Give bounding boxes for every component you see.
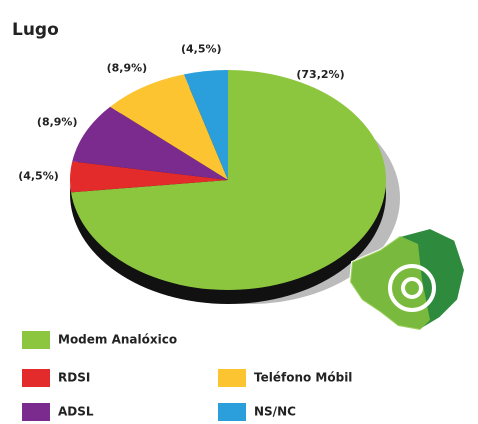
map-icon [348,226,467,332]
pie-slice [71,70,387,290]
pie-slice [183,70,228,180]
legend-swatch [22,331,50,349]
legend: Modem Analóxico RDSI ADSL Teléfono Móbil NS/… [22,331,352,421]
pie-slice [70,161,228,193]
legend-swatch [22,369,50,387]
chart-title: Lugo [12,20,59,40]
data-label: (4,5%) [18,169,59,182]
legend-swatch [22,403,50,421]
pie-slice [110,74,228,180]
data-label: (8,9%) [37,116,78,129]
legend-label: ADSL [58,405,94,419]
legend-swatch [218,369,246,387]
legend-swatch [218,403,246,421]
legend-label: RDSI [58,371,90,385]
data-label: (4,5%) [181,42,222,55]
legend-label: Modem Analóxico [58,333,177,347]
pie [70,70,387,290]
pie-slice [72,106,228,180]
legend-label: Teléfono Móbil [254,371,352,385]
legend-label: NS/NC [254,405,296,419]
data-label: (73,2%) [296,68,344,81]
data-label: (8,9%) [107,61,148,74]
